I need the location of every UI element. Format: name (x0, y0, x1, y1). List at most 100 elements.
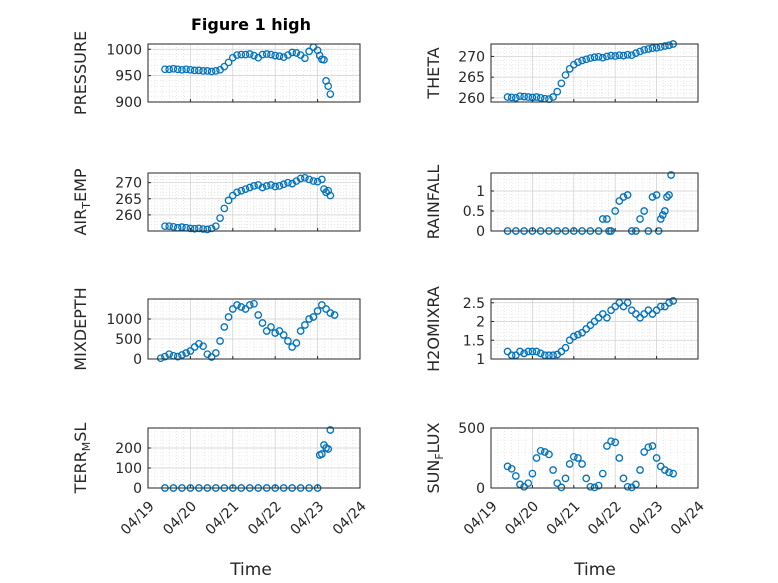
data-point (665, 191, 673, 199)
data-point (195, 66, 203, 75)
data-point (598, 215, 607, 223)
data-point (305, 175, 313, 184)
data-point (186, 224, 195, 233)
data-point (648, 310, 657, 318)
data-point (271, 182, 280, 191)
data-point (598, 469, 607, 478)
x-axis-label-left: Time (229, 560, 272, 580)
data-point (324, 445, 333, 453)
data-point (275, 52, 284, 60)
data-point (199, 225, 207, 233)
data-point (640, 448, 649, 456)
data-point (520, 92, 528, 101)
y-tick-label: 0 (476, 224, 485, 240)
data-point (262, 327, 271, 335)
data-point (296, 327, 305, 335)
axes-frame (147, 172, 361, 232)
data-point (237, 303, 246, 311)
data-point (528, 347, 537, 356)
data-point (165, 222, 174, 231)
data-point (578, 328, 586, 337)
y-tick-label: 260 (115, 208, 142, 224)
data-point (553, 87, 562, 96)
data-point (561, 343, 570, 352)
data-point (598, 53, 607, 62)
data-point (207, 224, 216, 233)
data-point (178, 65, 186, 74)
y-tick-label: 265 (115, 192, 142, 208)
data-point (598, 310, 607, 318)
data-point (190, 224, 199, 233)
data-point (178, 223, 186, 231)
data-point (275, 182, 284, 190)
data-point (241, 185, 250, 193)
data-point (284, 337, 292, 345)
data-point (173, 352, 182, 361)
data-point (241, 50, 250, 59)
y-tick-label: 260 (458, 91, 485, 107)
y-tick-label: 200 (115, 441, 142, 457)
y-tick-label: 270 (458, 49, 485, 65)
data-point (652, 191, 661, 199)
data-point (262, 50, 271, 58)
subplot-1: 900 950 1000 PRESSURE (71, 31, 361, 115)
data-point (607, 306, 615, 315)
data-point (503, 462, 512, 471)
data-point (279, 180, 288, 189)
subplot-2: 260 265 270 THETA (424, 40, 699, 107)
data-point (324, 186, 333, 195)
data-point (203, 67, 212, 75)
data-point (565, 460, 574, 468)
data-point (661, 207, 669, 215)
data-point (326, 426, 335, 434)
data-point (267, 181, 275, 189)
data-point (220, 62, 229, 71)
data-point (161, 352, 169, 361)
data-point (224, 313, 233, 321)
data-point (203, 225, 212, 234)
data-point (667, 171, 675, 179)
data-point (169, 222, 178, 231)
data-point (623, 50, 632, 59)
data-point (532, 347, 541, 356)
data-point (275, 327, 284, 335)
data-point (258, 50, 267, 59)
data-point (665, 468, 673, 477)
data-point (565, 336, 574, 345)
data-point (644, 45, 653, 53)
data-point (603, 442, 611, 450)
data-point (507, 93, 516, 102)
data-point (619, 51, 628, 60)
data-point (284, 178, 292, 187)
data-point (632, 310, 640, 318)
data-point (644, 443, 653, 452)
data-point (199, 67, 207, 75)
data-point (669, 469, 678, 478)
y-tick-label: 2 (476, 315, 485, 331)
y-tick-label: 0 (133, 481, 142, 497)
subplot-5: 0 500 1000 MIXDEPTH (71, 287, 361, 371)
data-point (258, 319, 267, 327)
data-point (305, 47, 313, 56)
x-tick-label: 04/23 (288, 498, 328, 538)
x-axis-label-right: Time (573, 560, 616, 580)
data-point (220, 323, 229, 331)
y-tick-label: 500 (458, 421, 485, 437)
data-point (211, 349, 220, 357)
axes-frame (147, 298, 361, 360)
data-point (186, 65, 195, 74)
data-point (627, 306, 636, 315)
data-point (652, 43, 661, 52)
data-point (648, 442, 657, 450)
data-point (271, 329, 280, 337)
data-point (553, 479, 562, 488)
data-point (627, 51, 636, 60)
data-point (611, 302, 620, 311)
data-point (582, 55, 591, 64)
data-point (603, 52, 611, 61)
data-point (557, 79, 566, 88)
data-point (557, 483, 566, 492)
data-point (326, 90, 335, 98)
data-point (322, 305, 330, 313)
